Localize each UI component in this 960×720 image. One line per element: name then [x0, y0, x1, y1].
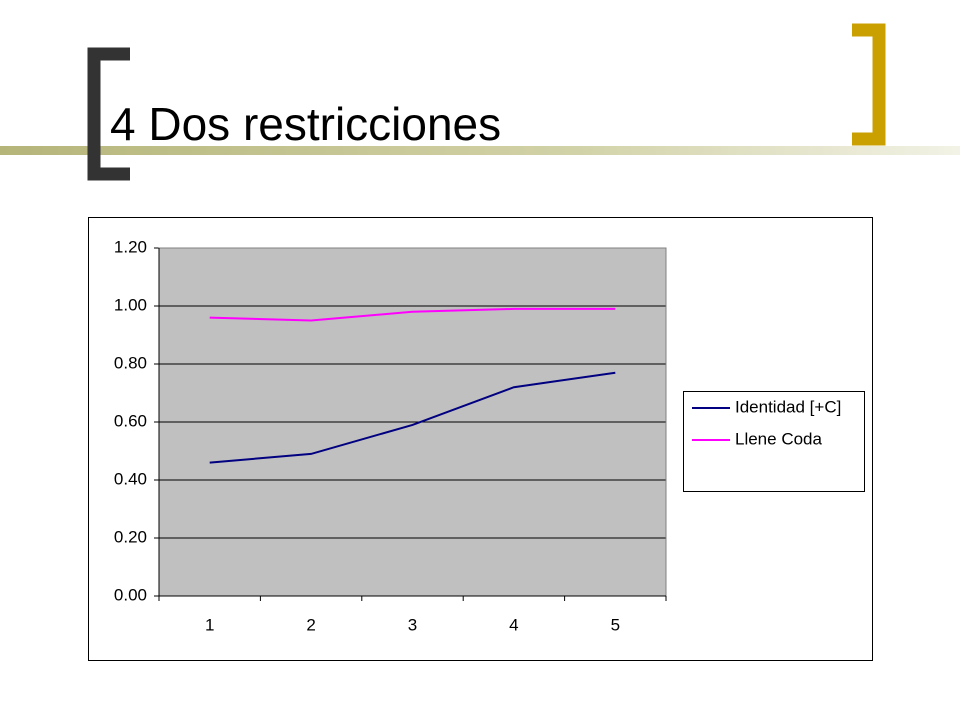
legend-label: Identidad [+C] — [735, 397, 841, 416]
x-tick-label: 1 — [205, 615, 214, 634]
series-line — [209, 371, 616, 464]
slide-title: 4 Dos restricciones — [110, 98, 501, 150]
chart: 0.00 0.20 0.40 0.60 0.80 1.00 1.20 1 2 3 4 5 Identid… — [114, 237, 865, 634]
x-tick-label: 3 — [408, 615, 417, 634]
y-tick-label: 1.00 — [114, 295, 147, 314]
x-tick-label: 4 — [509, 615, 518, 634]
legend-label: Llene Coda — [735, 429, 823, 448]
right-bracket — [852, 23, 886, 146]
x-tick-label: 5 — [611, 615, 620, 634]
y-tick-label: 0.00 — [114, 585, 147, 604]
y-tick-label: 0.60 — [114, 411, 147, 430]
series-line — [209, 307, 616, 322]
y-tick-label: 0.40 — [114, 469, 147, 488]
y-tick-label: 0.20 — [114, 527, 147, 546]
y-tick-label: 1.20 — [114, 237, 147, 256]
left-bracket — [87, 47, 130, 181]
title-rule — [0, 146, 960, 155]
y-tick-label: 0.80 — [114, 353, 147, 372]
x-tick-label: 2 — [306, 615, 315, 634]
